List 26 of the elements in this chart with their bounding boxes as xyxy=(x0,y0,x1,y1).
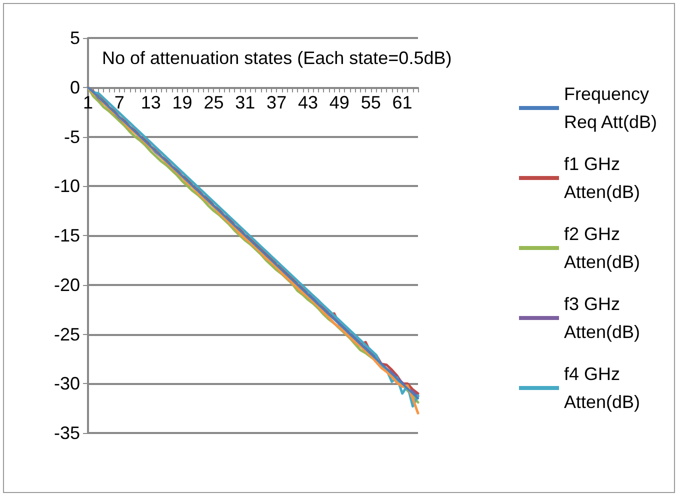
x-tick-label: 25 xyxy=(204,92,224,112)
x-tick-label: 43 xyxy=(298,92,318,112)
x-tick-label: 1 xyxy=(82,92,94,112)
x-tick-label: 49 xyxy=(329,92,350,112)
y-tick-label: 5 xyxy=(70,28,80,48)
y-tick-label: -20 xyxy=(54,274,80,295)
x-tick-label: 7 xyxy=(114,92,124,112)
y-tick-label: -5 xyxy=(64,126,80,147)
x-tick-label: 19 xyxy=(172,92,192,112)
x-tick-label: 31 xyxy=(235,92,256,112)
y-tick-label: -25 xyxy=(54,324,80,344)
y-tick-label: 0 xyxy=(70,77,80,98)
legend-label: f2 GHz Atten(dB) xyxy=(564,224,640,272)
legend-label: f1 GHz Atten(dB) xyxy=(564,154,640,202)
legend-label: f4 GHz Atten(dB) xyxy=(564,364,640,412)
x-tick-label: 37 xyxy=(266,92,287,112)
y-tick-label: -35 xyxy=(54,423,80,443)
x-axis-title: No of attenuation states (Each state=0.5dB) xyxy=(102,48,452,68)
legend-label: f3 GHz Atten(dB) xyxy=(564,294,640,342)
x-tick-label: 55 xyxy=(360,92,381,112)
legend-label: Frequency Req Att(dB) xyxy=(564,84,658,132)
x-tick-label: 13 xyxy=(140,92,161,112)
y-tick-label: -15 xyxy=(54,226,80,246)
x-tick-label: 61 xyxy=(392,92,412,112)
y-tick-label: -30 xyxy=(54,374,80,394)
y-tick-label: -10 xyxy=(54,176,80,196)
